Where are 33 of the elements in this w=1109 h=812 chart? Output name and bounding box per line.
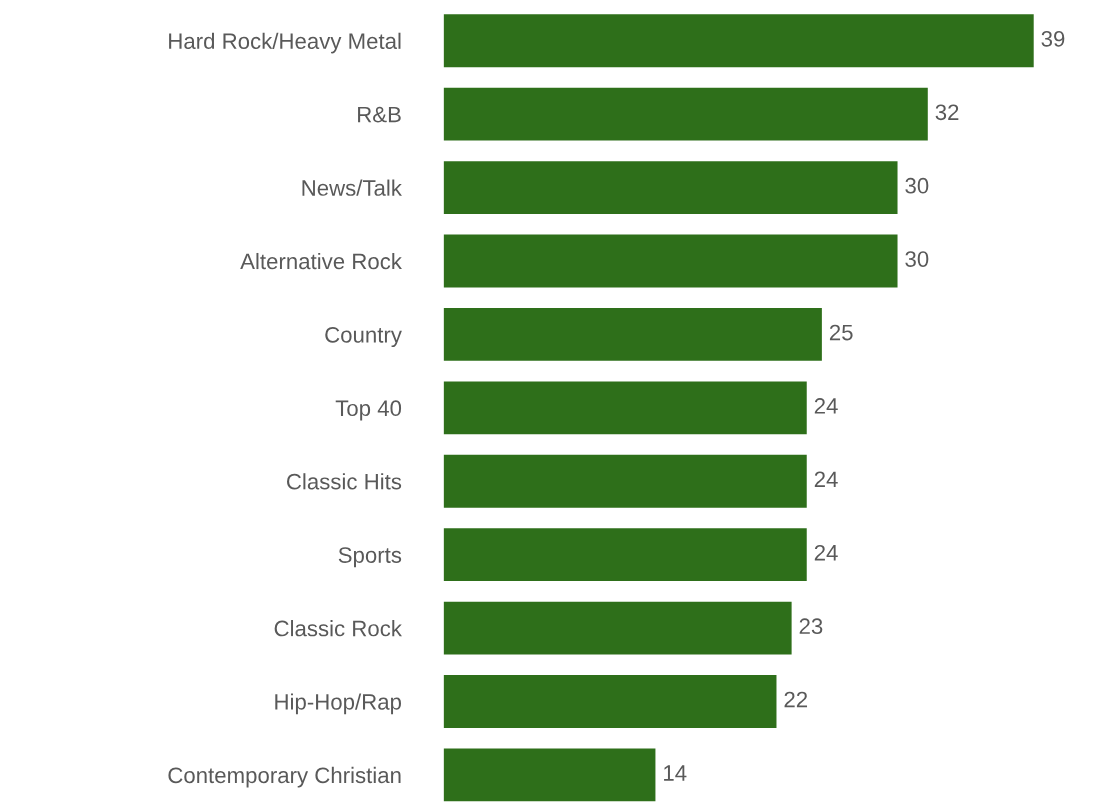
bar bbox=[443, 87, 928, 141]
data-label: 32 bbox=[935, 104, 959, 121]
data-label: 25 bbox=[829, 324, 853, 341]
bar bbox=[443, 601, 792, 655]
y-tick-label: Classic Rock bbox=[274, 620, 402, 637]
y-tick-label: Hard Rock/Heavy Metal bbox=[169, 32, 401, 54]
data-label: 24 bbox=[814, 471, 838, 487]
y-tick-label: Contemporary Christian bbox=[168, 766, 401, 788]
data-label: 24 bbox=[814, 544, 838, 561]
y-tick-label: Top 40 bbox=[335, 400, 402, 421]
bar bbox=[443, 161, 898, 215]
bar bbox=[443, 14, 1034, 68]
y-tick-label: News/Talk bbox=[302, 179, 402, 196]
bar bbox=[443, 234, 898, 288]
bar bbox=[443, 748, 656, 802]
bar bbox=[443, 454, 807, 508]
y-tick-label: Hip-Hop/Rap bbox=[275, 693, 402, 715]
data-label: 39 bbox=[1041, 31, 1065, 47]
bar bbox=[443, 528, 807, 582]
bar bbox=[443, 675, 777, 728]
y-tick-label: Classic Hits bbox=[287, 473, 402, 490]
y-tick-label: Alternative Rock bbox=[240, 252, 402, 270]
bar bbox=[443, 381, 807, 435]
y-tick-label: R&B bbox=[358, 106, 401, 123]
y-tick-label: Sports bbox=[338, 547, 402, 568]
data-label: 24 bbox=[814, 398, 838, 414]
y-tick-label: Country bbox=[325, 326, 402, 348]
data-label: 14 bbox=[664, 765, 687, 781]
data-label: 23 bbox=[799, 618, 823, 635]
data-label: 30 bbox=[905, 251, 929, 267]
bar bbox=[443, 307, 822, 361]
data-label: 22 bbox=[784, 691, 808, 708]
data-label: 30 bbox=[905, 177, 929, 194]
